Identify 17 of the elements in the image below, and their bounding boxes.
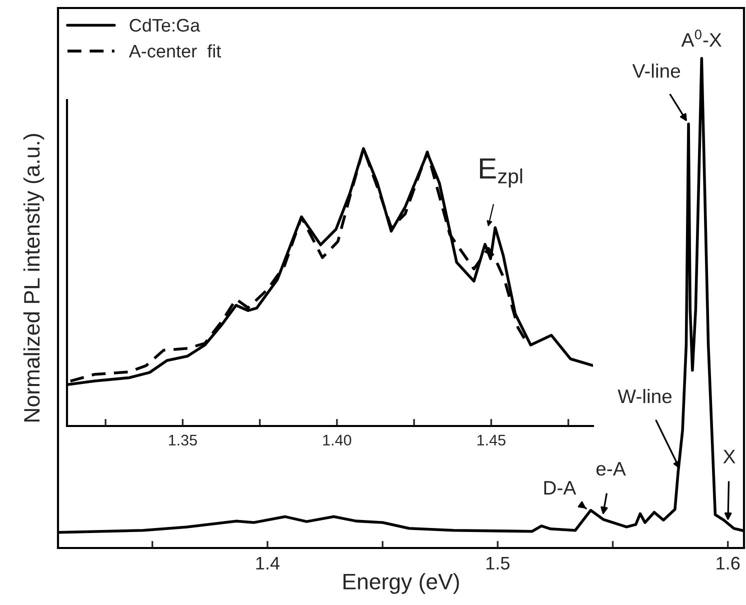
x-tick-label: 1.6 (716, 556, 740, 570)
annotation: D-A (544, 481, 576, 494)
x-axis-title: Energy (eV) (344, 573, 459, 594)
annotation: X (723, 450, 736, 464)
x-tick-label: 1.40 (323, 434, 352, 446)
annotation: E$_{zpl}$ (480, 158, 522, 188)
annotation: e-A (596, 462, 626, 476)
x-tick-label: 1.4 (256, 556, 280, 570)
x-tick-label: 1.45 (477, 434, 506, 446)
y-axis-title: Normalized PL intenstiy (a.u.) (23, 134, 44, 422)
legend-label: A-center fit (128, 44, 222, 58)
legend-label: CdTe:Ga (130, 18, 200, 32)
x-tick-label: 1.5 (486, 556, 510, 570)
x-tick-label: 1.35 (168, 434, 197, 446)
annotation: V-line (632, 64, 680, 78)
annotation: A$^{0}$-X (681, 30, 722, 47)
annotation: W-line (618, 388, 672, 404)
